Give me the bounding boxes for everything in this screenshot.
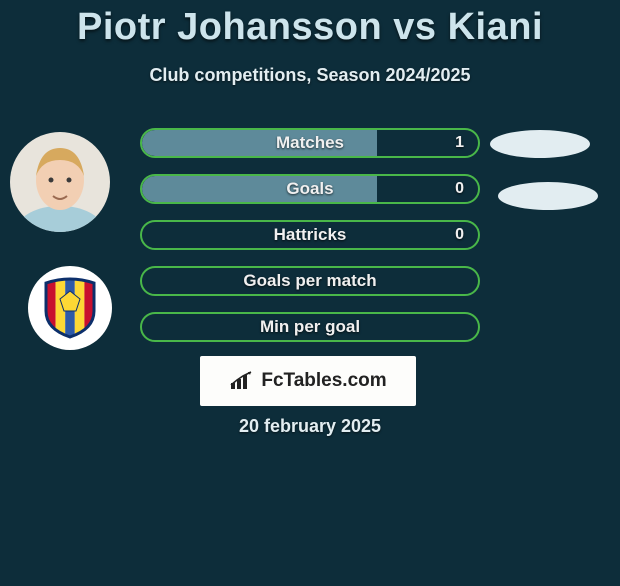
- stat-row-mpg: Min per goal: [140, 312, 480, 342]
- bar-chart-icon: [229, 371, 255, 391]
- stat-value: 0: [455, 226, 464, 244]
- stat-row-matches: Matches 1: [140, 128, 480, 158]
- stat-row-hattricks: Hattricks 0: [140, 220, 480, 250]
- player-photo: [10, 132, 110, 232]
- stat-label: Min per goal: [142, 317, 478, 337]
- branding-text: FcTables.com: [261, 370, 386, 392]
- stat-label: Hattricks: [142, 225, 478, 245]
- page-title: Piotr Johansson vs Kiani: [0, 6, 620, 49]
- stat-label: Goals: [142, 179, 478, 199]
- player-face-icon: [10, 136, 110, 232]
- stat-label: Goals per match: [142, 271, 478, 291]
- stats-block: Matches 1 Goals 0 Hattricks 0 Goals per …: [140, 128, 480, 358]
- stat-value: 0: [455, 180, 464, 198]
- stat-value: 1: [455, 134, 464, 152]
- stat-label: Matches: [142, 133, 478, 153]
- stat-row-goals: Goals 0: [140, 174, 480, 204]
- branding-badge: FcTables.com: [200, 356, 416, 406]
- date-text: 20 february 2025: [0, 416, 620, 437]
- stat-row-gpm: Goals per match: [140, 266, 480, 296]
- right-oval: [498, 182, 598, 210]
- club-badge: [28, 266, 112, 350]
- shield-icon: [42, 277, 98, 339]
- right-oval: [490, 130, 590, 158]
- page-subtitle: Club competitions, Season 2024/2025: [0, 65, 620, 86]
